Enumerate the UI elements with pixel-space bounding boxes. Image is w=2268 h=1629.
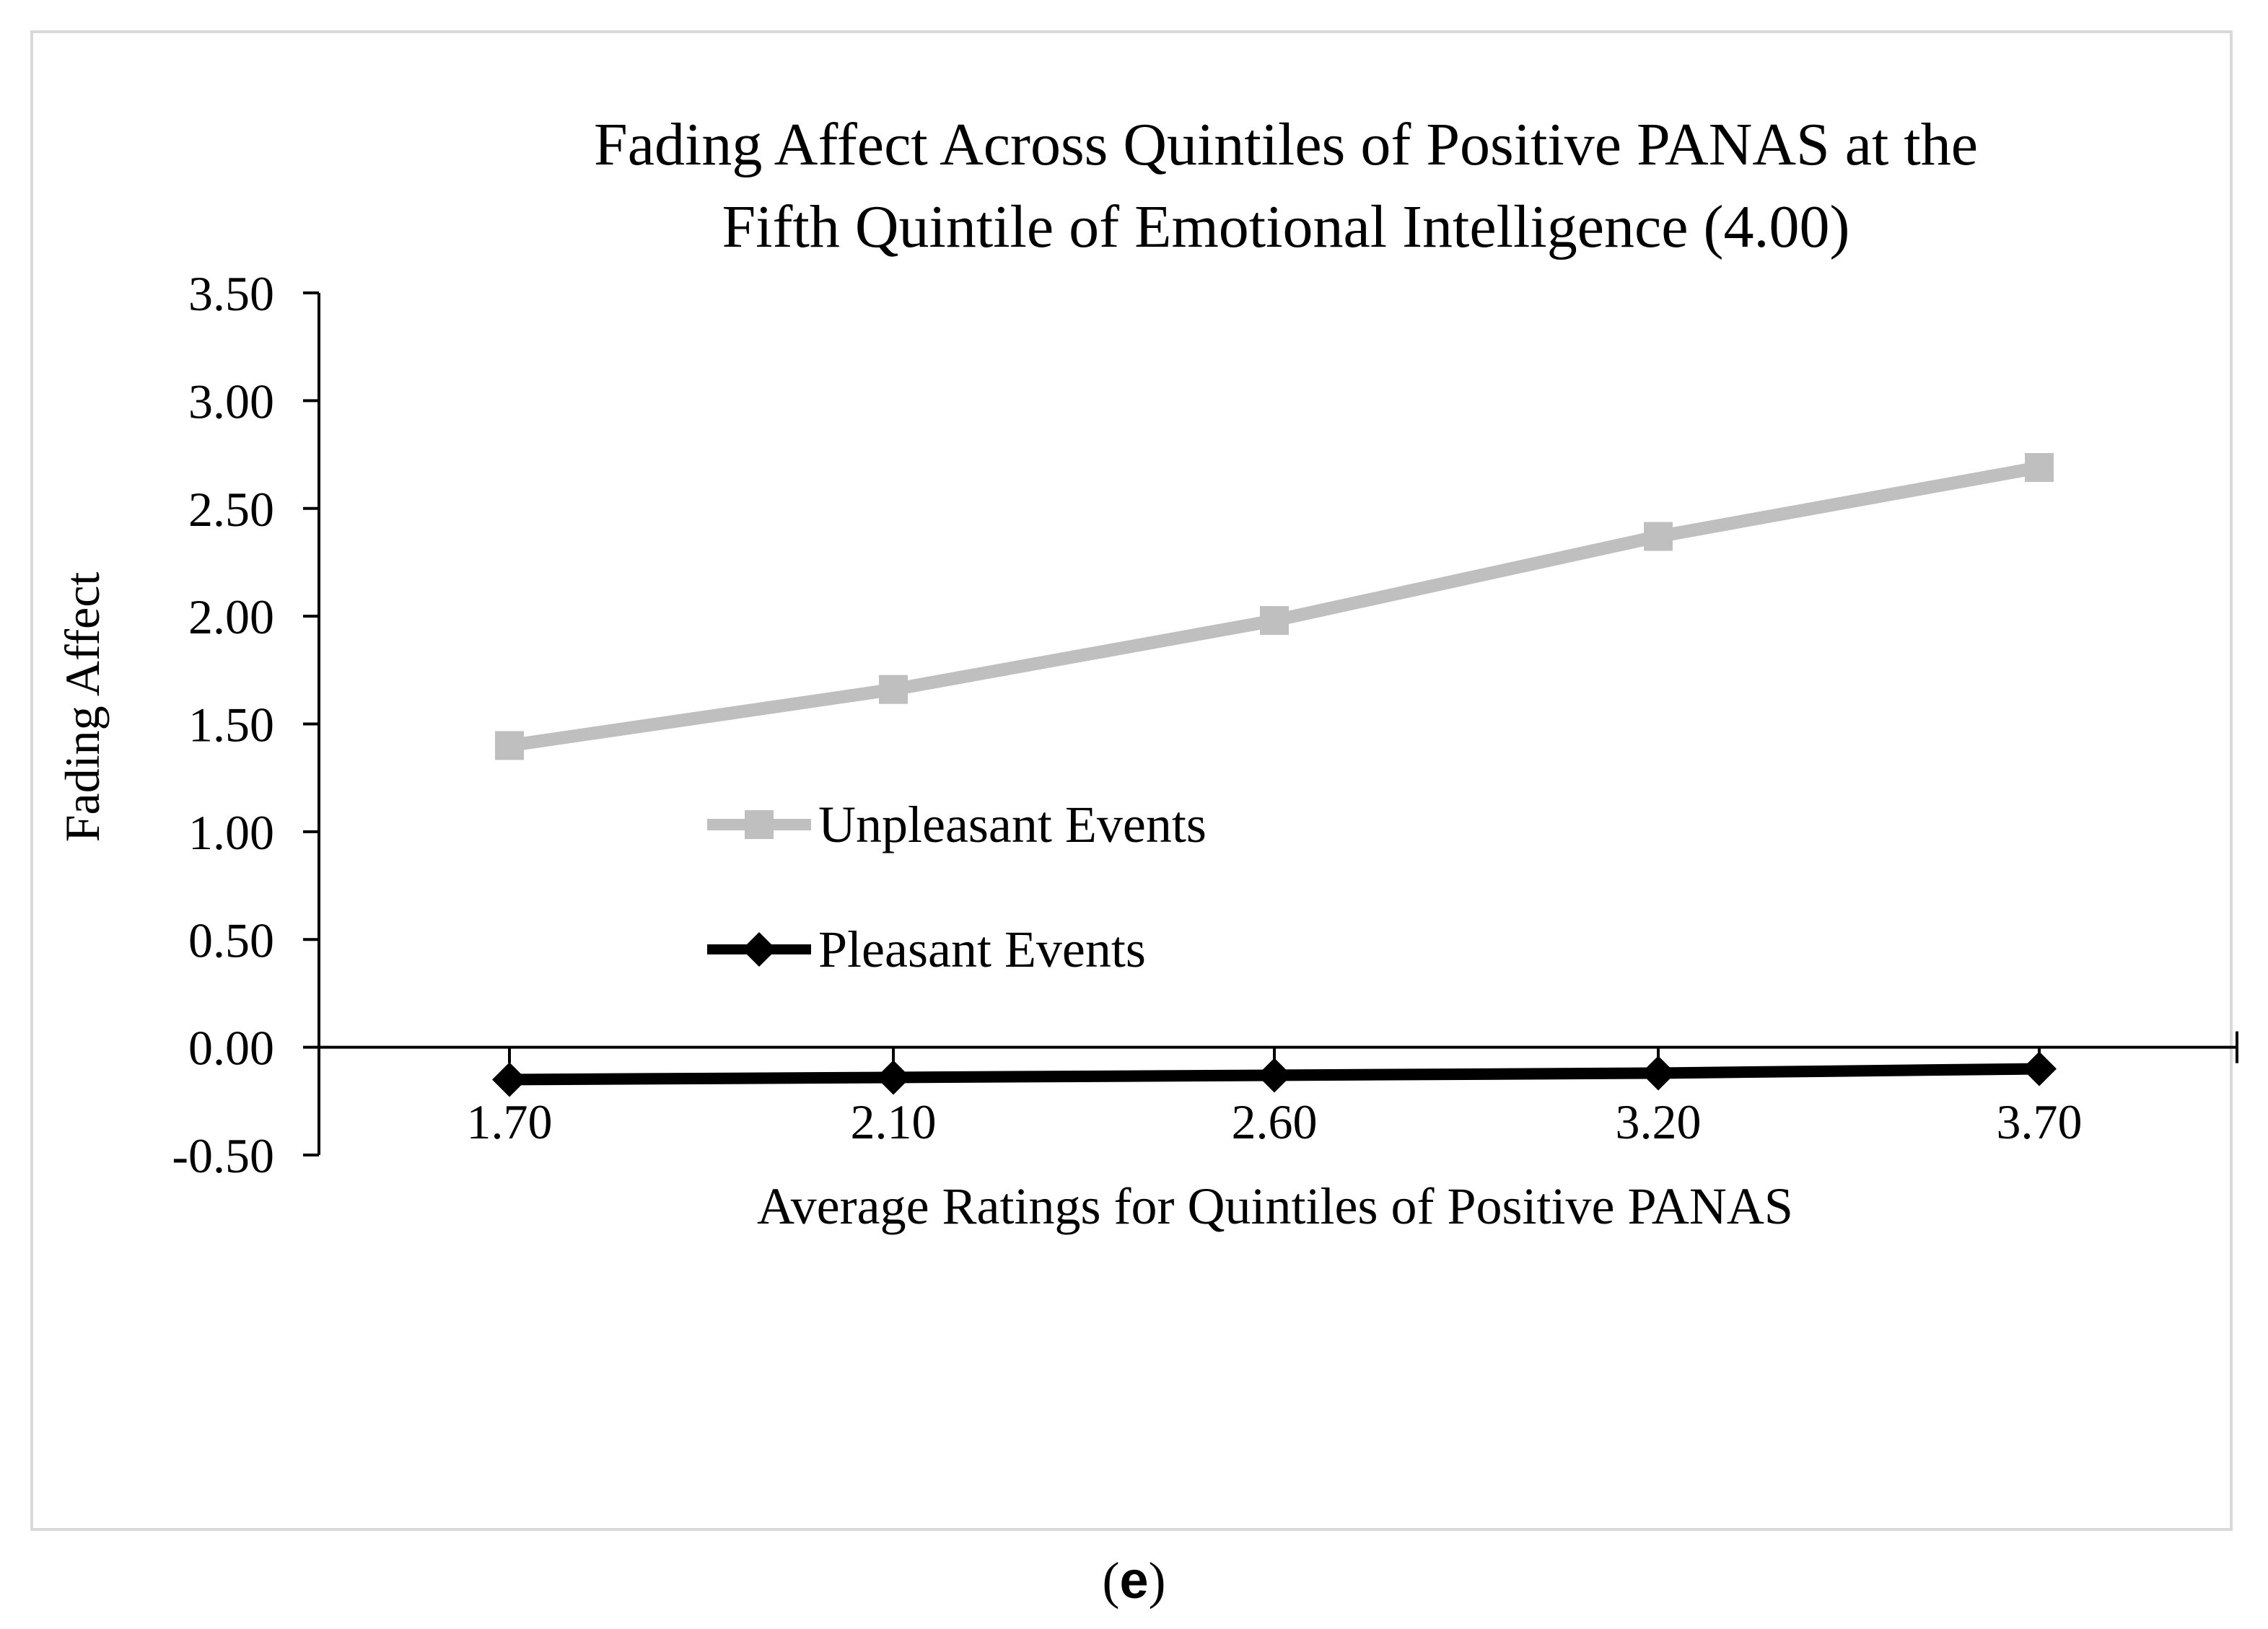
legend-marker-diamond — [742, 932, 776, 967]
data-point-diamond — [1257, 1058, 1292, 1093]
chart-title: Fading Affect Across Quintiles of Positi… — [594, 111, 1978, 260]
y-tick-label: 3.00 — [188, 374, 274, 429]
x-axis-label: Average Ratings for Quintiles of Positiv… — [757, 1177, 1793, 1235]
data-point-square — [495, 731, 524, 760]
legend-item: Unpleasant Events — [707, 796, 1207, 853]
data-point-square — [879, 675, 908, 704]
series-unpleasant-events — [495, 452, 2054, 760]
x-tick-label: 1.70 — [467, 1094, 553, 1149]
y-tick-label: 0.50 — [188, 913, 274, 967]
legend-marker-square — [745, 810, 774, 839]
y-tick-label: 1.50 — [188, 698, 274, 752]
data-point-square — [1644, 522, 1673, 551]
y-tick-label: 1.00 — [188, 805, 274, 860]
legend-label: Unpleasant Events — [818, 796, 1207, 853]
legend-label: Pleasant Events — [818, 921, 1146, 978]
data-point-diamond — [1641, 1055, 1676, 1091]
y-tick-label: 2.00 — [188, 589, 274, 644]
chart-title-line-2: Fifth Quintile of Emotional Intelligence… — [722, 193, 1850, 260]
x-tick-label: 3.70 — [1997, 1094, 2083, 1149]
x-tick-label: 3.20 — [1616, 1094, 1702, 1149]
panel-label: (e) — [0, 1551, 2268, 1611]
series-layer — [492, 452, 2057, 1097]
data-point-square — [1260, 606, 1289, 636]
x-tick-label: 2.10 — [851, 1094, 937, 1149]
y-tick-labels: 3.50 3.00 2.50 2.00 1.50 1.00 0.50 0.00 -0.50 — [172, 266, 274, 1183]
chart-frame — [30, 30, 2233, 1531]
legend: Unpleasant Events Pleasant Events — [707, 796, 1207, 978]
panel-label-close: ) — [1148, 1552, 1166, 1610]
series-pleasant-events — [492, 1051, 2057, 1097]
data-point-diamond — [492, 1062, 527, 1097]
x-tick-label: 2.60 — [1232, 1094, 1318, 1149]
x-tick-labels: 1.70 2.10 2.60 3.20 3.70 — [467, 1094, 2083, 1149]
y-axis-label: Fading Affect — [55, 572, 110, 843]
y-tick-label: -0.50 — [172, 1128, 274, 1183]
y-tick-label: 3.50 — [188, 266, 274, 321]
data-point-square — [2025, 452, 2054, 482]
data-point-diamond — [876, 1060, 911, 1095]
y-tick-label: 0.00 — [188, 1021, 274, 1076]
chart-title-line-1: Fading Affect Across Quintiles of Positi… — [594, 111, 1978, 178]
panel-label-open: ( — [1102, 1552, 1120, 1610]
data-point-diamond — [2022, 1051, 2057, 1086]
y-tick-label: 2.50 — [188, 482, 274, 537]
axes — [303, 291, 2238, 1156]
legend-item: Pleasant Events — [707, 921, 1146, 978]
panel-label-letter: e — [1119, 1552, 1149, 1610]
